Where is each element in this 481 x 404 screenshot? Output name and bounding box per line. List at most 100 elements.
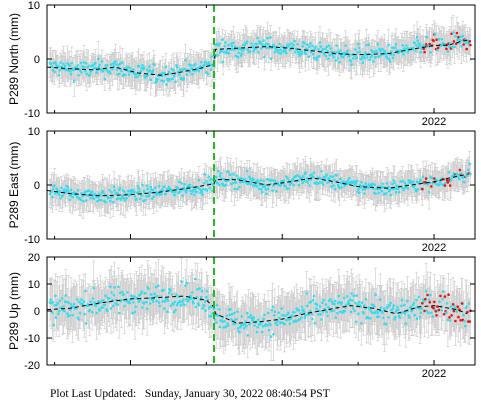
data-point <box>57 193 61 197</box>
data-point <box>308 45 311 48</box>
data-point <box>236 187 239 191</box>
data-point <box>89 196 92 200</box>
data-point <box>193 63 197 66</box>
data-point <box>95 71 98 74</box>
data-point <box>330 50 334 53</box>
data-point <box>94 66 98 70</box>
data-point <box>357 42 360 46</box>
data-point <box>403 187 406 190</box>
north-ytick-top: 10 <box>28 0 40 12</box>
data-point <box>120 197 123 200</box>
data-point <box>305 43 309 46</box>
data-point <box>416 39 420 42</box>
data-point <box>184 58 187 62</box>
data-point <box>445 178 449 182</box>
data-point <box>206 72 210 76</box>
data-point <box>176 186 180 190</box>
data-point <box>255 184 259 188</box>
data-point <box>290 181 293 185</box>
data-point <box>111 195 114 198</box>
data-point <box>269 36 272 39</box>
data-point <box>348 54 351 57</box>
data-point <box>221 38 224 41</box>
data-point <box>466 174 469 177</box>
data-point <box>167 70 171 74</box>
data-point <box>368 58 372 62</box>
data-point <box>114 63 118 66</box>
data-point <box>123 190 126 194</box>
data-point <box>260 190 264 194</box>
data-point <box>469 43 472 47</box>
data-point <box>96 195 100 199</box>
data-point <box>266 187 270 191</box>
data-point <box>68 64 71 67</box>
data-point <box>320 170 323 173</box>
data-point <box>51 188 55 191</box>
data-point <box>58 190 62 193</box>
data-point <box>111 62 115 65</box>
data-point <box>103 77 107 81</box>
data-point <box>383 49 387 53</box>
data-point <box>120 69 123 73</box>
data-point <box>137 64 141 68</box>
data-point <box>60 186 63 189</box>
data-point <box>99 193 102 197</box>
data-point <box>360 180 363 184</box>
data-point <box>141 64 144 67</box>
data-point <box>451 31 455 34</box>
data-point <box>272 45 276 48</box>
data-point <box>348 176 351 180</box>
data-point <box>300 51 304 54</box>
data-point <box>363 56 366 60</box>
data-point <box>245 169 249 173</box>
data-point <box>287 187 290 190</box>
data-point <box>286 176 290 180</box>
data-point <box>171 77 174 81</box>
data-point <box>415 35 419 39</box>
data-point <box>118 62 122 66</box>
data-point <box>448 45 451 48</box>
data-point <box>249 182 253 186</box>
data-point <box>190 73 194 76</box>
data-point <box>455 31 459 35</box>
data-point <box>199 60 203 64</box>
data-point <box>361 188 365 191</box>
data-point <box>284 51 288 55</box>
data-point <box>163 71 166 75</box>
data-point <box>354 48 357 51</box>
data-point <box>399 180 402 183</box>
data-point <box>403 181 407 185</box>
data-point <box>214 175 218 179</box>
data-point <box>284 185 287 188</box>
data-point <box>273 50 277 54</box>
data-point <box>108 199 112 203</box>
data-point <box>319 45 323 48</box>
data-point <box>102 190 105 194</box>
data-point <box>161 189 165 192</box>
data-point <box>245 40 249 44</box>
data-point <box>153 63 156 67</box>
data-point <box>460 39 464 42</box>
data-point <box>332 184 335 187</box>
data-point <box>84 190 87 194</box>
data-point <box>331 53 335 57</box>
data-point <box>437 37 441 41</box>
data-point <box>312 171 316 174</box>
data-point <box>144 198 147 202</box>
data-point <box>280 45 284 48</box>
data-point <box>230 44 234 48</box>
data-point <box>77 74 80 77</box>
data-point <box>424 177 428 180</box>
data-point <box>51 65 54 68</box>
data-point <box>340 186 344 189</box>
data-point <box>343 184 347 187</box>
data-point <box>277 51 281 54</box>
data-point <box>335 174 338 177</box>
data-point <box>70 61 74 65</box>
data-point <box>336 57 340 60</box>
data-point <box>105 63 109 67</box>
data-point <box>460 172 463 175</box>
data-point <box>406 187 410 190</box>
data-point <box>387 185 390 189</box>
data-point <box>180 76 183 80</box>
